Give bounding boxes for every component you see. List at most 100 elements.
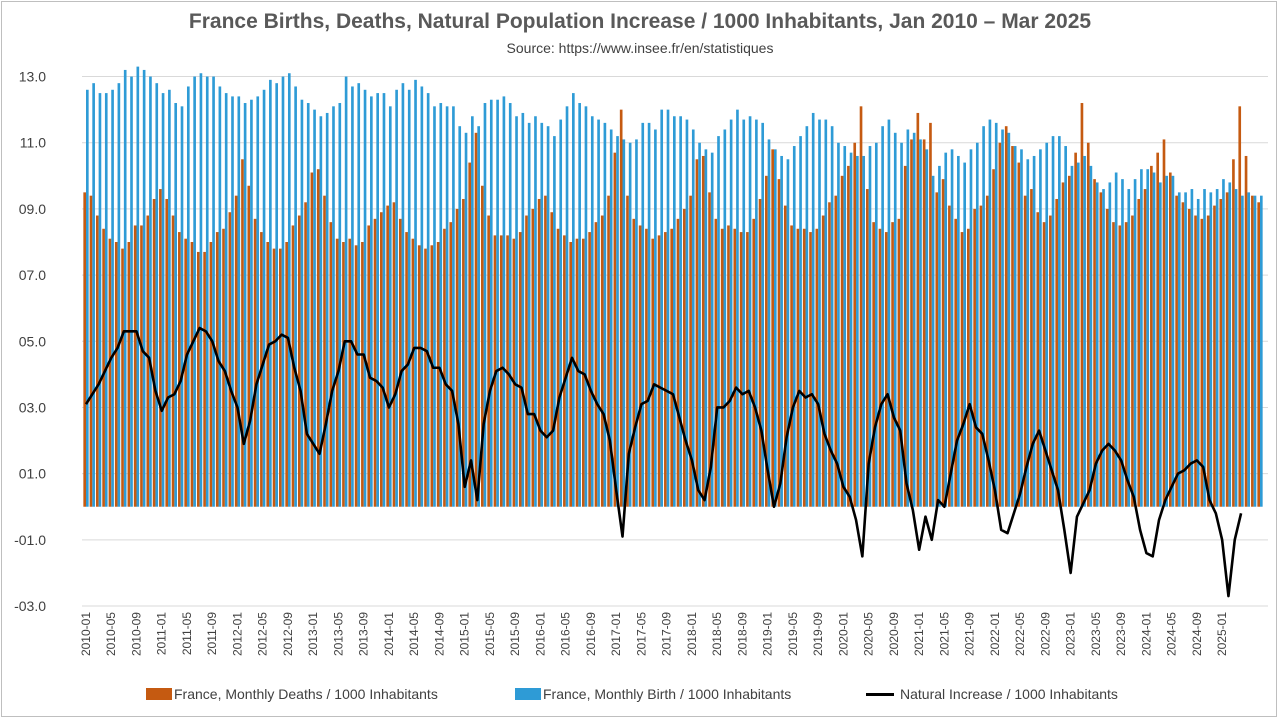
births-bar	[1070, 165, 1074, 507]
deaths-bar	[884, 232, 888, 507]
deaths-bar	[411, 238, 415, 507]
x-tick-label: 2018-09	[735, 612, 749, 656]
births-bar	[1026, 159, 1030, 507]
deaths-bar	[701, 155, 705, 507]
births-bar	[319, 116, 323, 507]
deaths-bar	[891, 222, 894, 507]
births-bar	[862, 155, 866, 507]
births-bar	[534, 116, 537, 507]
legend-swatch-births	[515, 688, 541, 700]
deaths-bar	[304, 202, 307, 507]
deaths-bar	[159, 189, 162, 507]
births-bar	[590, 116, 594, 507]
deaths-bar	[506, 235, 509, 507]
births-bar	[868, 146, 872, 507]
births-bar	[1045, 142, 1049, 507]
x-tick-label: 2019-09	[811, 612, 825, 656]
deaths-bar	[455, 208, 459, 507]
legend-label-births: France, Monthly Birth / 1000 Inhabitants	[543, 686, 792, 702]
births-bar	[464, 132, 468, 507]
births-bar	[180, 106, 184, 507]
births-bar	[710, 152, 714, 507]
births-bar	[1083, 155, 1086, 507]
births-bar	[647, 122, 651, 507]
births-bar	[224, 93, 228, 507]
births-bar	[1133, 179, 1137, 507]
deaths-bar	[367, 225, 371, 507]
deaths-bar	[178, 232, 181, 507]
deaths-bar	[771, 149, 774, 507]
deaths-bar	[1232, 159, 1235, 507]
births-bar	[382, 93, 386, 507]
births-bar	[698, 142, 701, 507]
births-bar	[767, 139, 771, 507]
births-bar	[837, 142, 840, 507]
y-tick-label: 03.0	[19, 399, 46, 415]
deaths-bar	[354, 245, 358, 507]
x-tick-label: 2020-09	[887, 612, 901, 656]
deaths-bar	[462, 198, 465, 507]
births-bar	[622, 139, 626, 507]
deaths-bar	[821, 215, 825, 507]
births-bar	[1171, 175, 1175, 507]
births-bar	[1209, 192, 1213, 507]
births-bar	[565, 106, 569, 507]
deaths-bar	[682, 208, 686, 507]
deaths-bar	[619, 109, 623, 507]
deaths-bar	[1257, 202, 1260, 507]
x-tick-label: 2022-01	[988, 612, 1002, 656]
deaths-bar	[108, 238, 112, 507]
deaths-bar	[310, 172, 314, 507]
births-bar	[1121, 179, 1124, 507]
births-bar	[938, 165, 941, 507]
x-tick-label: 2013-09	[357, 612, 371, 656]
x-tick-label: 2012-01	[230, 612, 244, 656]
births-bar	[515, 116, 518, 507]
deaths-bar	[1061, 182, 1065, 507]
births-bar	[792, 146, 796, 507]
deaths-bar	[651, 238, 655, 507]
births-bar	[1007, 132, 1011, 507]
deaths-bar	[1225, 192, 1229, 507]
deaths-bar	[979, 205, 983, 507]
births-bar	[237, 96, 241, 507]
legend-swatch-natural	[866, 692, 894, 696]
deaths-bar	[783, 205, 787, 507]
deaths-bar	[563, 235, 566, 507]
deaths-bar	[316, 169, 320, 507]
deaths-bar	[531, 208, 535, 507]
deaths-bar	[127, 242, 131, 507]
births-bar	[168, 89, 171, 507]
deaths-bar	[739, 232, 743, 507]
y-tick-label: 01.0	[19, 466, 46, 482]
births-bar	[104, 93, 108, 507]
births-bar	[1234, 189, 1238, 507]
births-bar	[1051, 136, 1055, 507]
births-bar	[994, 122, 998, 507]
births-bar	[212, 76, 215, 507]
deaths-bar	[828, 202, 831, 507]
births-bar	[963, 162, 966, 507]
deaths-bar	[1143, 189, 1147, 507]
y-tick-label: 05.0	[19, 333, 46, 349]
births-bar	[1159, 182, 1162, 507]
deaths-bar	[279, 248, 282, 507]
births-bar	[982, 126, 985, 507]
deaths-bar	[253, 218, 257, 507]
x-tick-label: 2011-09	[205, 612, 219, 655]
x-tick-label: 2011-01	[155, 612, 169, 655]
deaths-bar	[638, 225, 642, 507]
x-tick-label: 2017-01	[609, 612, 623, 656]
deaths-bar	[373, 218, 377, 507]
deaths-bar	[544, 195, 547, 507]
deaths-bar	[992, 169, 995, 507]
births-bar	[616, 136, 619, 507]
deaths-bar	[967, 228, 970, 507]
deaths-bar	[1017, 162, 1021, 507]
x-tick-label: 2014-09	[432, 612, 446, 656]
x-tick-label: 2021-05	[937, 612, 951, 656]
births-bar	[1260, 195, 1263, 507]
deaths-bar	[720, 228, 724, 507]
births-bar	[654, 129, 657, 507]
births-bar	[357, 83, 361, 507]
